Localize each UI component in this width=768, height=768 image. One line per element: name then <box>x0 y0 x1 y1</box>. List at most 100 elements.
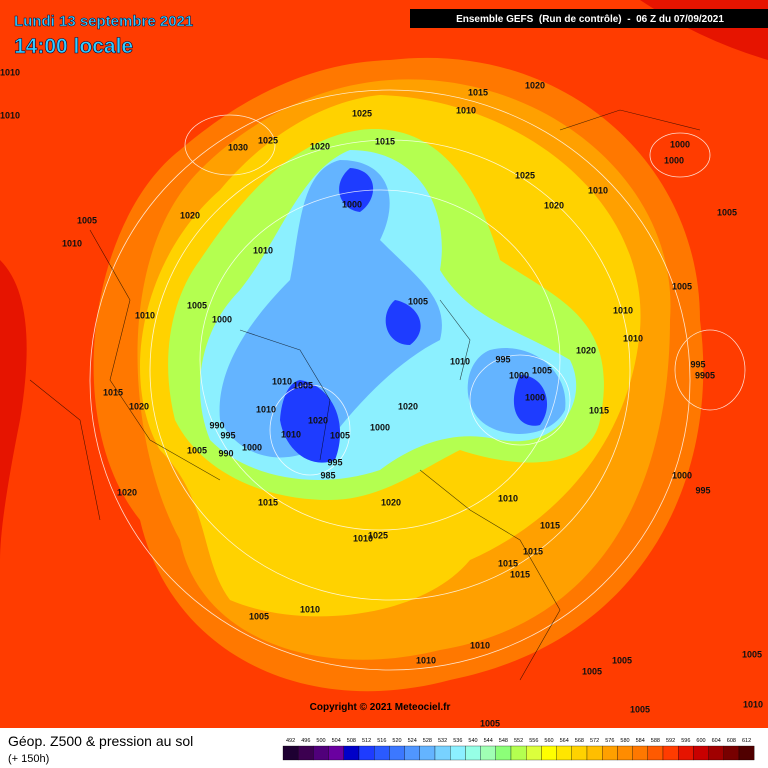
scale-swatch <box>602 745 618 761</box>
scale-label: 580 <box>620 738 629 744</box>
isobar-label: 1005 <box>672 281 692 291</box>
isobar-label: 1010 <box>498 493 518 503</box>
isobar-label: 1010 <box>135 310 155 320</box>
isobar-label: 1005 <box>582 666 602 676</box>
scale-swatch <box>434 745 451 761</box>
isobar-label: 1010 <box>62 238 82 248</box>
isobar-label: 995 <box>220 430 235 440</box>
isobar-label: 1020 <box>525 80 545 90</box>
footer-title: Géop. Z500 & pression au sol <box>8 733 193 749</box>
isobar-label: 1010 <box>256 404 276 414</box>
scale-label: 504 <box>332 738 341 744</box>
scale-label: 572 <box>590 738 599 744</box>
scale-swatch <box>343 745 360 761</box>
scale-label: 564 <box>560 738 569 744</box>
scale-swatch <box>404 745 420 761</box>
scale-swatch <box>495 745 512 761</box>
isobar-label: 1015 <box>375 136 395 146</box>
forecast-date: Lundi 13 septembre 2021 <box>14 13 193 30</box>
isobar-label: 1015 <box>258 497 278 507</box>
isobar-label: 1005 <box>408 296 428 306</box>
scale-label: 596 <box>681 738 690 744</box>
isobar-label: 990 <box>209 420 224 430</box>
isobar-label: 1010 <box>281 429 301 439</box>
scale-swatch <box>480 745 496 761</box>
scale-label: 500 <box>316 738 325 744</box>
isobar-label: 1010 <box>588 185 608 195</box>
scale-swatch <box>693 745 709 761</box>
scale-swatch <box>678 745 694 761</box>
scale-swatch <box>419 745 436 761</box>
scale-label: 520 <box>392 738 401 744</box>
scale-swatch <box>465 745 481 761</box>
scale-swatch <box>541 745 557 761</box>
isobar-label: 1005 <box>330 430 350 440</box>
scale-swatch <box>374 745 390 761</box>
coastlines <box>29 109 701 681</box>
isobar-label: 1015 <box>510 569 530 579</box>
isobar-label: 995 <box>495 354 510 364</box>
scale-swatch <box>510 745 527 761</box>
isobar-label: 1010 <box>353 533 373 543</box>
isobar-label: 1030 <box>228 142 248 152</box>
isobar-label: 1000 <box>370 422 390 432</box>
isobar-label: 1005 <box>742 649 762 659</box>
isobars <box>89 89 746 671</box>
isobar-label: 1010 <box>613 305 633 315</box>
scale-label: 568 <box>575 738 584 744</box>
scale-label: 512 <box>362 738 371 744</box>
scale-label: 612 <box>742 738 751 744</box>
scale-label: 584 <box>636 738 645 744</box>
copyright: Copyright © 2021 Meteociel.fr <box>310 702 451 713</box>
isobar-label: 1005 <box>480 718 500 728</box>
scale-label: 548 <box>499 738 508 744</box>
isobar-label: 1005 <box>77 215 97 225</box>
isobar-label: 1010 <box>253 245 273 255</box>
scale-label: 560 <box>544 738 553 744</box>
scale-label: 496 <box>301 738 310 744</box>
isobar-label: 1010 <box>272 376 292 386</box>
scale-swatch <box>738 745 755 761</box>
scale-swatch <box>282 745 299 761</box>
isobar-label: 995 <box>690 359 705 369</box>
scale-swatch <box>389 745 405 761</box>
isobar-label: 1010 <box>0 67 20 77</box>
isobar-label: 990 <box>218 448 233 458</box>
isobar-label: 1025 <box>258 135 278 145</box>
scale-label: 544 <box>484 738 493 744</box>
scale-label: 588 <box>651 738 660 744</box>
isobar-label: 1010 <box>0 110 20 120</box>
scale-swatch <box>450 745 466 761</box>
scale-swatch <box>526 745 542 761</box>
scale-swatch <box>662 745 679 761</box>
scale-swatch <box>358 745 375 761</box>
isobar-label: 1005 <box>717 207 737 217</box>
isobar-label: 1025 <box>352 108 372 118</box>
isobar-label: 1005 <box>532 365 552 375</box>
isobar-label: 1020 <box>381 497 401 507</box>
contour-low <box>280 168 548 463</box>
isobar-label: 1020 <box>180 210 200 220</box>
run-info: Ensemble GEFS (Run de contrôle) - 06 Z d… <box>456 14 724 25</box>
scale-label: 556 <box>529 738 538 744</box>
scale-label: 540 <box>468 738 477 744</box>
isobar-label: 1010 <box>470 640 490 650</box>
isobar-label: 1000 <box>670 139 690 149</box>
isobar-label: 1000 <box>242 442 262 452</box>
scale-label: 576 <box>605 738 614 744</box>
isobar-label: 1020 <box>310 141 330 151</box>
scale-label: 528 <box>423 738 432 744</box>
isobar-label: 1015 <box>589 405 609 415</box>
isobar-label: 1010 <box>450 356 470 366</box>
scale-label: 492 <box>286 738 295 744</box>
isobar-label: 1005 <box>187 445 207 455</box>
isobar-label: 1020 <box>398 401 418 411</box>
isobar-label: 9905 <box>695 370 715 380</box>
isobar-label: 1005 <box>249 611 269 621</box>
color-scale: 492 496 500 504 508 512 516 520 524 528 532 536 540 5… <box>282 738 755 761</box>
isobar-label: 1020 <box>544 200 564 210</box>
scale-swatch <box>708 745 724 761</box>
isobar-label: 1010 <box>300 604 320 614</box>
scale-swatch <box>647 745 664 761</box>
run-banner <box>410 9 768 28</box>
